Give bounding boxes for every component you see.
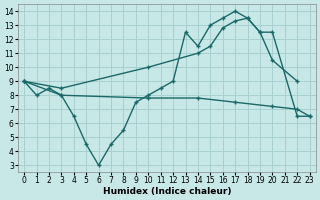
X-axis label: Humidex (Indice chaleur): Humidex (Indice chaleur) (103, 187, 231, 196)
